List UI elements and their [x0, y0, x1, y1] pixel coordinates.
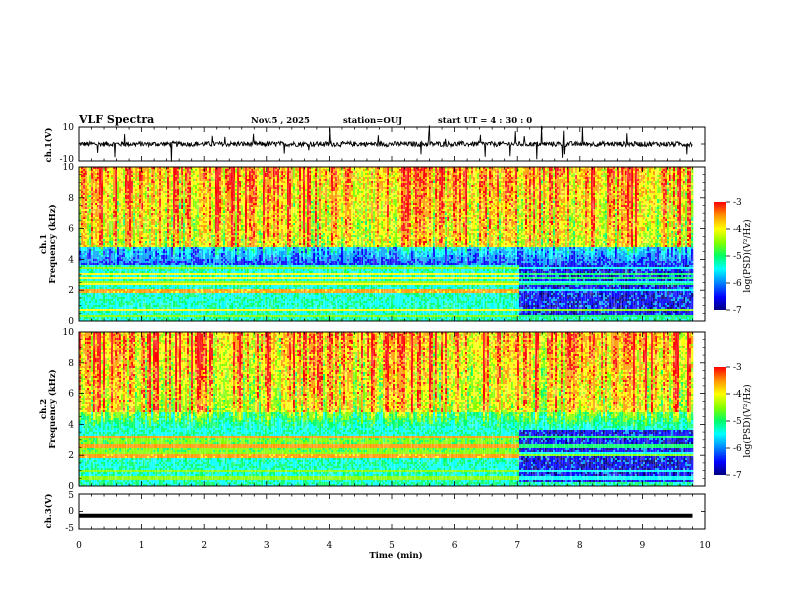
ch2-colorbar-tick-label: -6 — [733, 444, 742, 454]
ch1-spectrogram-ylabel: ch.1 — [39, 234, 49, 254]
ch1-spectrogram-ytick-label: 2 — [68, 286, 74, 296]
xtick-label: 7 — [514, 541, 520, 551]
ch1-colorbar-label: log(PSD)(V²/Hz) — [742, 219, 753, 292]
ch2-colorbar-tick-label: -4 — [733, 390, 742, 400]
xtick-label: 10 — [699, 541, 711, 551]
ch1-colorbar-gradient — [714, 202, 726, 310]
ch1-waveform-trace — [78, 125, 693, 162]
ch2-spectrogram-ytick-label: 8 — [68, 359, 74, 369]
ch2-frequency-ylabel: Frequency (kHz) — [47, 369, 58, 448]
ch2-colorbar: -3 -4 -5 -6 -7 log(PSD)(V²/Hz) — [714, 363, 753, 481]
xtick-label: 8 — [577, 541, 583, 551]
ch2-spectrogram-ytick-label: 6 — [68, 390, 74, 400]
ch1-waveform-panel: 10 -10 ch.1(V) — [43, 123, 706, 165]
ch1-waveform-ylabel: ch.1(V) — [43, 128, 54, 163]
date-label: Nov.5 , 2025 — [251, 116, 310, 126]
ch1-frequency-ylabel: Frequency (kHz) — [47, 204, 58, 283]
ch2-colorbar-tick-label: -5 — [733, 417, 742, 427]
ch1-spectrogram-ytick-label: 0 — [68, 317, 74, 327]
ch1-ytick-top: 10 — [63, 123, 75, 133]
xtick-label: 4 — [327, 541, 333, 551]
xtick-label: 2 — [201, 541, 207, 551]
ch2-spectrogram-ytick-label: 10 — [63, 328, 75, 338]
time-xlabel: Time (min) — [369, 550, 422, 561]
figure-title: VLF Spectra — [78, 113, 154, 126]
ch2-spectrogram-texture — [79, 332, 694, 486]
ch1-waveform-frame — [78, 126, 706, 162]
station-label: station=OUJ — [343, 116, 402, 126]
ch3-ytick-bottom: -5 — [65, 524, 74, 534]
xtick-label: 0 — [76, 541, 82, 551]
ch1-spectrogram-ytick-label: 8 — [68, 194, 74, 204]
ch2-spectrogram-ytick-label: 2 — [68, 451, 74, 461]
ch3-waveform-frame — [78, 493, 706, 530]
start-time-label: start UT = 4 : 30 : 0 — [438, 116, 532, 126]
ch1-colorbar-tick-label: -7 — [733, 306, 742, 316]
ch3-waveform-panel: 5 0 -5 ch.3(V) 0 1 2 3 4 5 6 7 8 9 10 Time (min) — [43, 491, 711, 561]
ch2-colorbar-gradient — [714, 367, 726, 475]
ch1-spectrogram-panel: 0 2 4 6 8 10 ch.1 Frequency (kHz) — [39, 163, 706, 327]
ch1-colorbar-tick-label: -3 — [733, 198, 742, 208]
ch2-spectrogram-panel: 0 2 4 6 8 10 ch.2 Frequency (kHz) — [39, 328, 706, 492]
ch1-spectrogram-ytick-label: 6 — [68, 225, 74, 235]
ch2-colorbar-label: log(PSD)(V²/Hz) — [742, 384, 753, 457]
xtick-label: 9 — [640, 541, 646, 551]
xtick-label: 5 — [389, 541, 395, 551]
ch2-spectrogram-ylabel: ch.2 — [39, 399, 49, 419]
xtick-label: 1 — [139, 541, 145, 551]
ch2-spectrogram-ytick-label: 4 — [68, 420, 74, 430]
ch1-colorbar-tick-label: -4 — [733, 225, 742, 235]
ch1-spectrogram-texture — [79, 167, 694, 321]
ch2-colorbar-tick-label: -7 — [733, 471, 742, 481]
ch1-colorbar-tick-label: -5 — [733, 252, 742, 262]
ch1-spectrogram-ytick-label: 4 — [68, 255, 74, 265]
ch1-colorbar-tick-label: -6 — [733, 279, 742, 289]
xtick-label: 6 — [452, 541, 458, 551]
ch1-spectrogram-ytick-label: 10 — [63, 163, 75, 173]
ch2-spectrogram-ytick-label: 0 — [68, 482, 74, 492]
xtick-label: 3 — [264, 541, 270, 551]
ch3-waveform-ylabel: ch.3(V) — [43, 494, 54, 529]
ch1-ytick-bottom: -10 — [60, 155, 75, 165]
ch1-colorbar: -3 -4 -5 -6 -7 log(PSD)(V²/Hz) — [714, 198, 753, 316]
ch3-ytick-top: 5 — [68, 491, 74, 501]
ch3-ytick-mid: 0 — [68, 507, 74, 517]
ch2-colorbar-tick-label: -3 — [733, 363, 742, 373]
